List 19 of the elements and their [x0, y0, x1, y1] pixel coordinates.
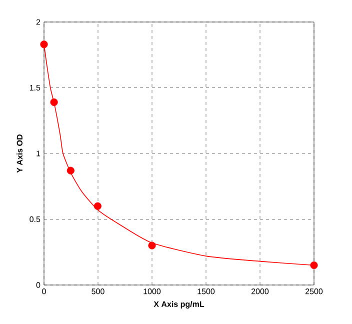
- y-tick-label: 2: [36, 19, 40, 25]
- point: [94, 202, 102, 210]
- x-tick-label: 0: [42, 288, 46, 294]
- x-tick-label: 2500: [306, 288, 323, 294]
- x-tick-label: 500: [92, 288, 104, 294]
- x-axis-title: X Axis pg/mL: [154, 301, 204, 309]
- x-tick-label: 1500: [198, 288, 215, 294]
- y-tick-label: 0.5: [30, 216, 40, 222]
- y-tick-label: 1.5: [30, 84, 40, 91]
- x-tick-label: 2000: [252, 288, 269, 294]
- point: [66, 166, 74, 174]
- point: [148, 242, 156, 250]
- x-tick-label: 1000: [144, 288, 161, 294]
- y-tick-label: 1: [36, 150, 40, 156]
- point: [310, 261, 318, 270]
- y-axis-title: Y Axis OD: [16, 134, 22, 173]
- y-tick-label: 0: [36, 282, 40, 288]
- point: [40, 40, 48, 48]
- point: [50, 98, 58, 106]
